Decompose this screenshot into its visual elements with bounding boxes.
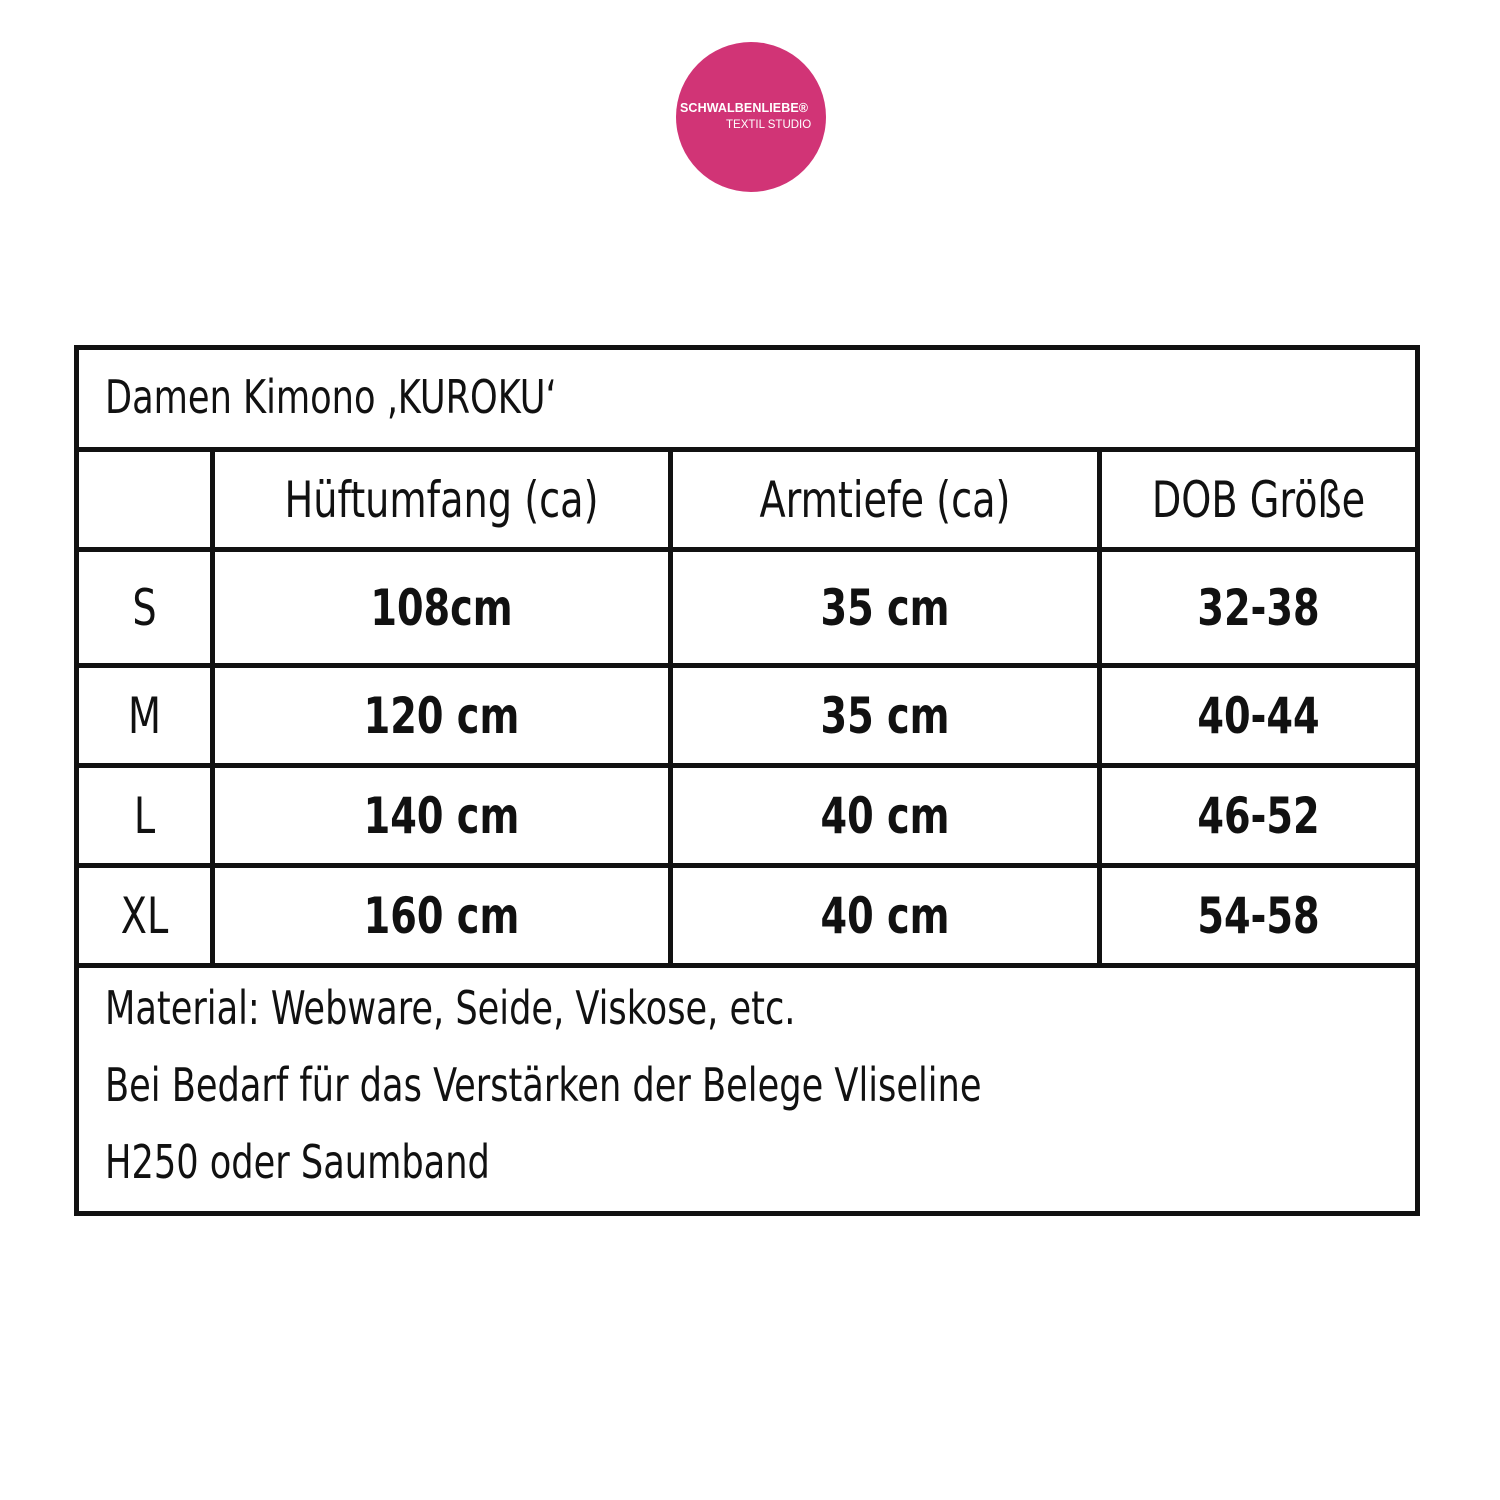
header-hip: Hüftumfang (ca) xyxy=(284,470,599,529)
material-line: H250 oder Saumband xyxy=(105,1135,490,1189)
divider xyxy=(668,447,673,968)
arm-value: 35 cm xyxy=(820,578,950,637)
dob-value: 40-44 xyxy=(1197,686,1320,745)
dob-value: 32-38 xyxy=(1197,578,1320,637)
material-line: Material: Webware, Seide, Viskose, etc. xyxy=(105,981,796,1035)
divider xyxy=(79,863,1415,868)
divider xyxy=(79,447,1415,452)
divider xyxy=(210,447,215,968)
material-line: Bei Bedarf für das Verstärken der Belege… xyxy=(105,1058,982,1112)
brand-logo: SCHWALBENLIEBE® TEXTIL STUDIO xyxy=(676,42,826,192)
hip-value: 160 cm xyxy=(363,886,520,945)
size-label: S xyxy=(132,578,157,637)
logo-brand-name: SCHWALBENLIEBE® xyxy=(680,101,809,115)
hip-value: 140 cm xyxy=(363,786,520,845)
size-chart-table: Damen Kimono ‚KUROKU‘ Hüftumfang (ca) Ar… xyxy=(74,345,1420,1216)
divider xyxy=(79,547,1415,552)
divider xyxy=(1097,447,1102,968)
logo-subtitle: TEXTIL STUDIO xyxy=(726,119,812,131)
divider xyxy=(79,663,1415,668)
size-label: M xyxy=(127,686,161,745)
arm-value: 35 cm xyxy=(820,686,950,745)
dob-value: 54-58 xyxy=(1197,886,1320,945)
hip-value: 108cm xyxy=(370,578,513,637)
header-dob-size: DOB Größe xyxy=(1151,470,1366,529)
header-arm-depth: Armtiefe (ca) xyxy=(759,470,1011,529)
material-notes: Material: Webware, Seide, Viskose, etc. … xyxy=(105,970,981,1201)
table-title: Damen Kimono ‚KUROKU‘ xyxy=(105,370,557,424)
divider xyxy=(79,763,1415,768)
size-label: XL xyxy=(120,886,169,945)
hip-value: 120 cm xyxy=(363,686,520,745)
arm-value: 40 cm xyxy=(820,886,950,945)
dob-value: 46-52 xyxy=(1197,786,1320,845)
divider xyxy=(79,963,1415,968)
size-label: L xyxy=(133,786,156,845)
arm-value: 40 cm xyxy=(820,786,950,845)
